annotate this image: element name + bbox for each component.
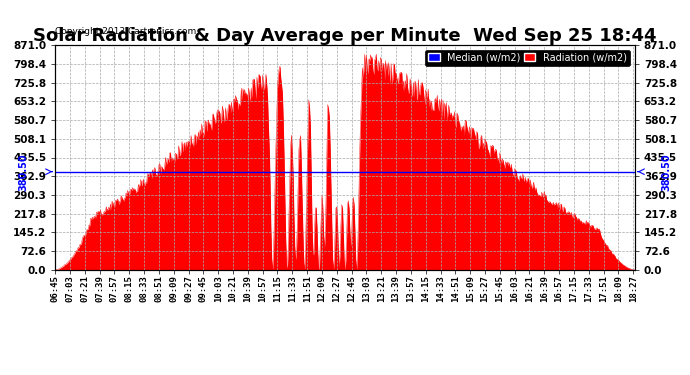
Text: 380.50: 380.50 <box>662 153 671 190</box>
Text: Copyright 2013 Cartronics.com: Copyright 2013 Cartronics.com <box>55 27 197 36</box>
Text: 380.50: 380.50 <box>19 153 28 190</box>
Title: Solar Radiation & Day Average per Minute  Wed Sep 25 18:44: Solar Radiation & Day Average per Minute… <box>33 27 657 45</box>
Legend: Median (w/m2), Radiation (w/m2): Median (w/m2), Radiation (w/m2) <box>425 50 630 66</box>
